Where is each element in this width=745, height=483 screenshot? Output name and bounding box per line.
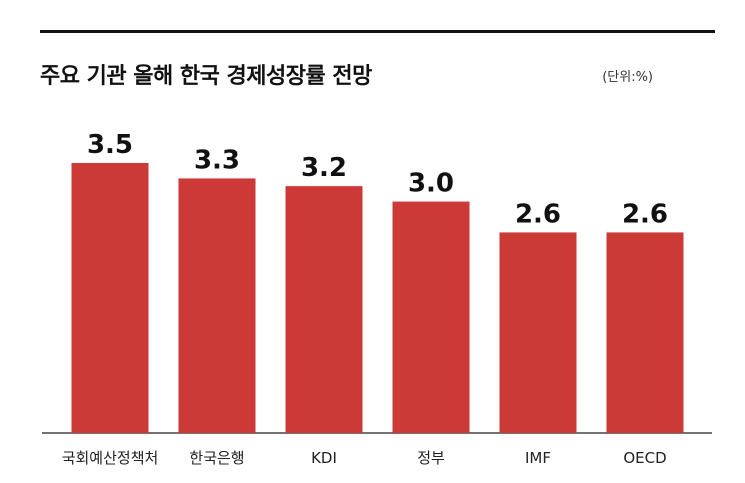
bar-1 <box>178 178 256 433</box>
bar-4 <box>499 232 577 433</box>
bar-5 <box>606 232 684 433</box>
bar-0 <box>71 163 149 433</box>
value-labels-group: 3.5 3.3 3.2 3.0 2.6 2.6 <box>87 130 668 229</box>
category-label-1: 한국은행 <box>189 449 244 467</box>
bar-2 <box>285 186 363 433</box>
value-label-0: 3.5 <box>87 130 133 160</box>
category-label-5: OECD <box>623 449 666 467</box>
category-labels-group: 국회예산정책처 한국은행 KDI 정부 IMF OECD <box>62 449 667 467</box>
category-label-2: KDI <box>311 449 337 467</box>
bars-group <box>71 163 684 433</box>
category-label-4: IMF <box>525 449 551 467</box>
value-label-5: 2.6 <box>622 199 668 229</box>
value-label-1: 3.3 <box>194 145 240 175</box>
chart-title: 주요 기관 올해 한국 경제성장률 전망 <box>40 64 372 89</box>
value-label-4: 2.6 <box>515 199 561 229</box>
category-label-3: 정부 <box>417 449 445 467</box>
category-label-0: 국회예산정책처 <box>62 449 159 467</box>
unit-label: (단위:%) <box>602 70 653 85</box>
top-rule <box>40 30 715 33</box>
value-label-2: 3.2 <box>301 153 347 183</box>
value-label-3: 3.0 <box>408 169 454 199</box>
bar-3 <box>392 201 470 433</box>
